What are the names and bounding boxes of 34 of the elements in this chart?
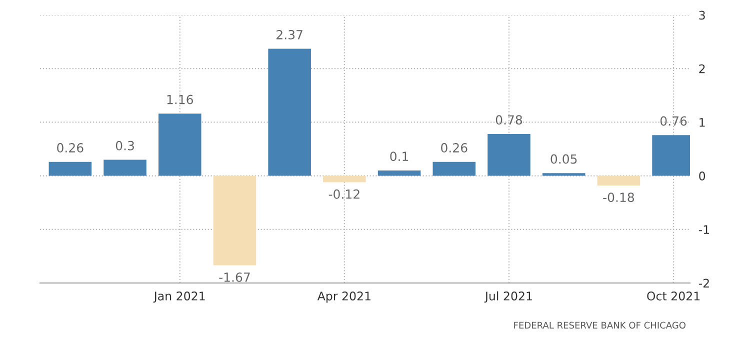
text: FEDERAL RESERVE BANK OF CHICAGO [514,322,686,329]
x-tick-label: Jul 2021 [484,291,532,303]
y-tick-label: -1 [698,225,710,234]
data-label: 1.16 [167,94,194,104]
bar [488,134,530,176]
x-tick-label: Oct 2021 [647,292,700,300]
y-tick-label: 1 [700,118,705,127]
data-label: 0.26 [57,143,84,152]
bar [268,48,311,176]
data-label: 0.76 [660,116,687,126]
bar [323,176,366,182]
y-tick-label: 3 [699,10,705,20]
y-tick-label: 0 [699,172,706,180]
x-tick-label: Jan 2021 [153,292,205,303]
data-label: 2.37 [276,30,302,40]
data-label: 0.3 [116,140,134,150]
data-label: -1.67 [219,272,250,282]
data-label: 0.26 [441,143,468,152]
bar [104,160,146,176]
data-label: -0.12 [328,189,360,199]
bar [432,162,476,176]
data-label: 0.1 [390,152,408,162]
data-label: 0.05 [550,154,577,164]
x-tick-label: Apr 2021 [317,292,370,303]
bar [542,173,586,176]
bar [378,170,421,176]
bar [48,162,92,176]
data-label: 0.78 [496,115,522,125]
bar [213,176,256,266]
bar [597,176,640,186]
y-tick-label: -2 [698,278,709,288]
data-label: -0.18 [603,192,634,202]
bar [158,114,202,176]
y-tick-label: 2 [699,64,705,74]
